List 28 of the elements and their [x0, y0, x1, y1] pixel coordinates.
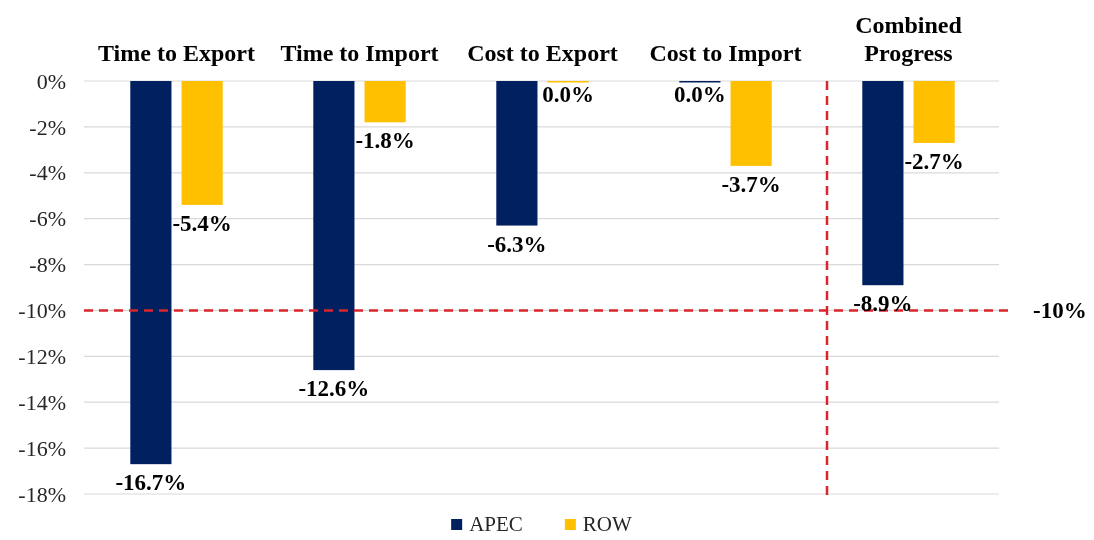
x-tick-label: Time to Export: [98, 40, 255, 66]
y-tick-label: -12%: [18, 344, 66, 370]
y-tick-label: -16%: [18, 435, 66, 461]
data-label: -5.4%: [172, 210, 232, 236]
y-tick-label: -8%: [29, 252, 66, 278]
y-tick-label: -4%: [29, 160, 66, 186]
data-label: -16.7%: [115, 470, 187, 496]
legend-label: APEC: [469, 512, 523, 536]
data-label: -12.6%: [298, 376, 370, 402]
data-label: 0.0%: [674, 82, 726, 107]
y-tick-label: -10%: [18, 298, 66, 324]
data-label: -1.8%: [355, 128, 415, 154]
data-label: -8.9%: [853, 291, 913, 317]
data-label: -6.3%: [487, 231, 547, 257]
ref-line-label: -10%: [1033, 298, 1087, 324]
x-tick-label: Combined Progress: [855, 12, 963, 66]
y-tick-label: 0%: [36, 68, 66, 94]
y-tick-label: -18%: [18, 481, 66, 507]
data-label: -2.7%: [904, 148, 964, 174]
x-tick-label: Time to Import: [280, 40, 439, 66]
legend-label: ROW: [582, 512, 633, 536]
data-label: -3.7%: [721, 171, 781, 197]
data-label: 0.0%: [542, 82, 594, 107]
y-tick-label: -6%: [29, 206, 66, 232]
y-tick-label: -14%: [18, 389, 66, 415]
y-tick-label: -2%: [29, 114, 66, 140]
x-tick-label: Cost to Import: [649, 40, 802, 66]
x-tick-label: Cost to Export: [467, 40, 618, 66]
